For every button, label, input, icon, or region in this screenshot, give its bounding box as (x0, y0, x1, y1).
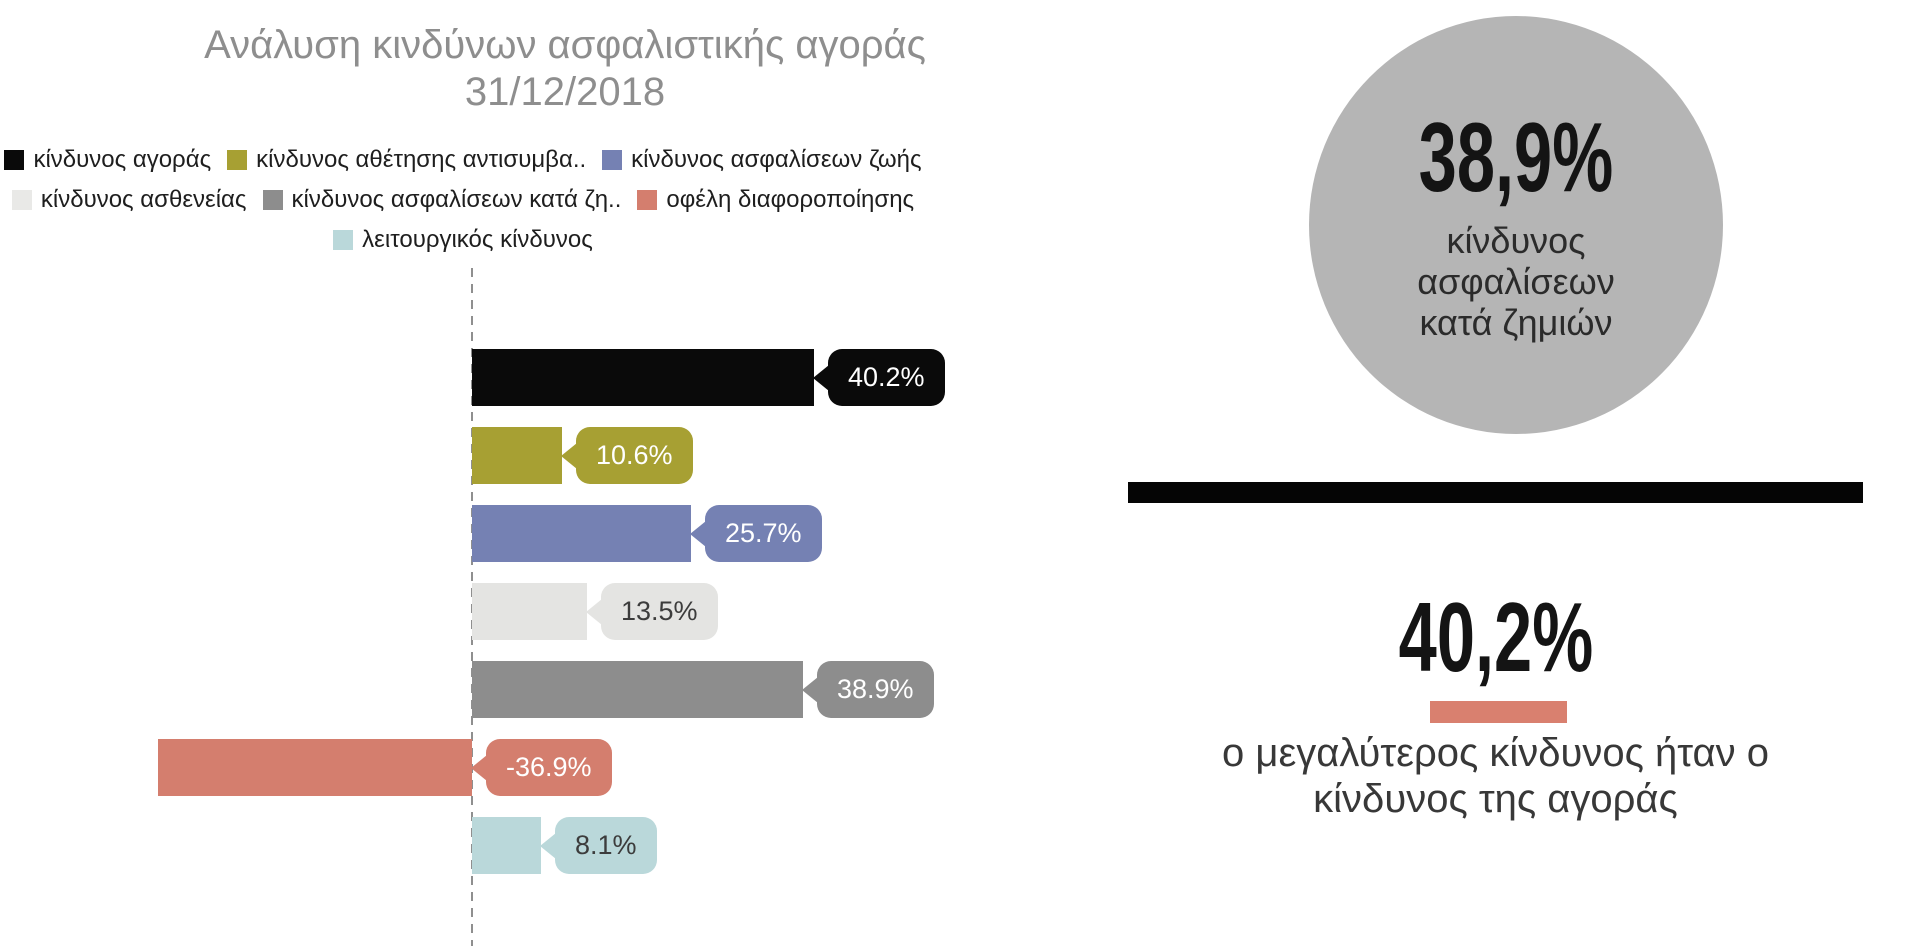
legend-row-3: λειτουργικός κίνδυνος (333, 226, 593, 254)
stat-caption: ο μεγαλύτερος κίνδυνος ήταν ο κίνδυνος τ… (1128, 730, 1863, 822)
legend-item[interactable]: κίνδυνος αθέτησης αντισυμβα.. (227, 146, 586, 174)
bar-value-label: 25.7% (725, 518, 802, 548)
legend-swatch-icon (262, 190, 283, 210)
legend-item[interactable]: κίνδυνος ασθενείας (11, 186, 247, 214)
legend-swatch-icon (227, 150, 248, 170)
circle-label-line1: κίνδυνος (1446, 219, 1586, 261)
legend-row-2: κίνδυνος ασθενείας κίνδυνος ασφαλίσεων κα… (11, 186, 914, 214)
stat-underline (1430, 701, 1567, 723)
legend-label: λειτουργικός κίνδυνος (362, 226, 593, 253)
legend-swatch-icon (4, 150, 25, 170)
bar-value-callout-7: 8.1% (555, 817, 657, 874)
bar-value-label: -36.9% (506, 752, 592, 782)
stat-value-text: 40,2% (1398, 582, 1593, 692)
bar-value-callout-6: -36.9% (486, 739, 612, 796)
bar-1[interactable] (472, 349, 814, 406)
bar-5[interactable] (472, 661, 803, 718)
bar-value-callout-4: 13.5% (601, 583, 718, 640)
circle-label-line3: κατά ζημιών (1419, 301, 1613, 343)
stat-caption-line2: κίνδυνος της αγοράς (1313, 777, 1678, 821)
bar-value-callout-2: 10.6% (576, 427, 693, 484)
bar-4[interactable] (472, 583, 587, 640)
bar-3[interactable] (472, 505, 691, 562)
legend-label: κίνδυνος ασφαλίσεων ζωής (631, 146, 922, 173)
bar-value-label: 38.9% (837, 674, 914, 704)
bar-value-label: 13.5% (621, 596, 698, 626)
legend-item[interactable]: λειτουργικός κίνδυνος (333, 226, 593, 254)
bar-6[interactable] (158, 739, 472, 796)
legend-swatch-icon (11, 190, 32, 210)
legend-label: κίνδυνος αγοράς (33, 146, 212, 173)
divider-bar (1128, 482, 1863, 503)
bar-7[interactable] (472, 817, 541, 874)
stat-value: 40,2% (1128, 588, 1863, 686)
legend-label: κίνδυνος ασθενείας (40, 186, 247, 213)
legend-item[interactable]: οφέλη διαφοροποίησης (637, 186, 914, 214)
bar-value-callout-5: 38.9% (817, 661, 934, 718)
chart-title-date: 31/12/2018 (464, 70, 666, 114)
legend-item[interactable]: κίνδυνος ασφαλίσεων κατά ζη.. (262, 186, 622, 214)
bar-chart: 40.2% 10.6% 25.7% 13.5% 38.9% -36.9% 8.1% (0, 0, 1060, 946)
legend-item[interactable]: κίνδυνος αγοράς (4, 146, 211, 174)
bar-2[interactable] (472, 427, 562, 484)
bar-value-label: 10.6% (596, 440, 673, 470)
legend-swatch-icon (333, 230, 354, 250)
highlight-circle: 38,9% κίνδυνος ασφαλίσεων κατά ζημιών (1309, 16, 1723, 434)
stat-caption-line1: ο μεγαλύτερος κίνδυνος ήταν ο (1222, 731, 1769, 775)
legend-label: κίνδυνος αθέτησης αντισυμβα.. (256, 146, 587, 173)
bar-value-label: 40.2% (848, 362, 925, 392)
legend-swatch-icon (637, 190, 658, 210)
chart-title-line1: Ανάλυση κινδύνων ασφαλιστικής αγοράς (204, 23, 926, 67)
bar-value-callout-3: 25.7% (705, 505, 822, 562)
bar-value-callout-1: 40.2% (828, 349, 945, 406)
circle-label-line2: ασφαλίσεων (1417, 260, 1615, 302)
bar-value-label: 8.1% (575, 830, 637, 860)
legend-item[interactable]: κίνδυνος ασφαλίσεων ζωής (602, 146, 922, 174)
legend: κίνδυνος αγοράς κίνδυνος αθέτησης αντισυμ… (4, 146, 922, 266)
legend-row-1: κίνδυνος αγοράς κίνδυνος αθέτησης αντισυμ… (4, 146, 922, 174)
circle-value: 38,9% (1418, 101, 1614, 212)
legend-swatch-icon (602, 150, 623, 170)
legend-label: οφέλη διαφοροποίησης (666, 186, 915, 213)
legend-label: κίνδυνος ασφαλίσεων κατά ζη.. (291, 186, 622, 213)
chart-title: Ανάλυση κινδύνων ασφαλιστικής αγοράς 31/… (60, 22, 1070, 116)
